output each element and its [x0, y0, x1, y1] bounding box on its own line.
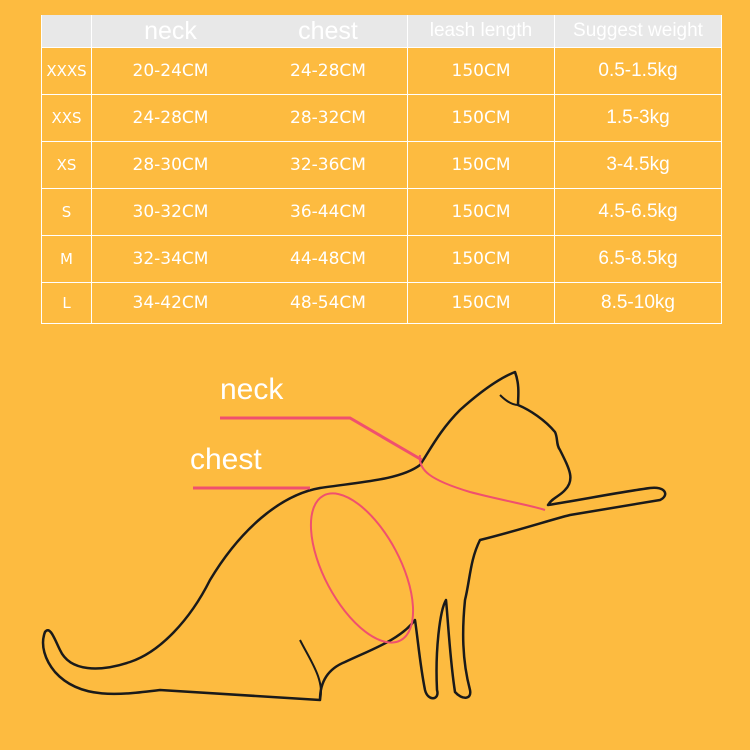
chest-label: chest	[190, 443, 262, 476]
cell-chest: 32-36CM	[249, 141, 408, 189]
table-row: XS 28-30CM 32-36CM 150CM 3-4.5kg	[41, 141, 722, 189]
header-suggest-weight: Suggest weight	[554, 15, 722, 48]
cell-neck: 30-32CM	[91, 188, 249, 236]
cell-neck: 20-24CM	[91, 47, 249, 95]
cell-size: XXXS	[41, 47, 92, 95]
chest-strap	[309, 492, 415, 644]
neck-label: neck	[220, 373, 284, 406]
cell-suggest-weight: 8.5-10kg	[554, 282, 722, 324]
table-row: XXXS 20-24CM 24-28CM 150CM 0.5-1.5kg	[41, 47, 722, 95]
header-size	[41, 15, 92, 48]
cell-size: S	[41, 188, 92, 236]
header-leash-length: leash length	[407, 15, 555, 48]
cell-chest: 28-32CM	[249, 94, 408, 142]
cell-leash-length: 150CM	[407, 47, 555, 95]
cell-suggest-weight: 3-4.5kg	[554, 141, 722, 189]
header-neck: neck	[91, 15, 249, 48]
cell-leash-length: 150CM	[407, 188, 555, 236]
cell-size: M	[41, 235, 92, 283]
cat-ear-line	[499, 394, 519, 406]
cell-leash-length: 150CM	[407, 141, 555, 189]
cell-size: XXS	[41, 94, 92, 142]
cell-size: L	[41, 282, 92, 324]
cell-chest: 44-48CM	[249, 235, 408, 283]
cell-chest: 24-28CM	[249, 47, 408, 95]
neck-pointer-line	[220, 416, 423, 462]
cell-leash-length: 150CM	[407, 94, 555, 142]
cell-suggest-weight: 1.5-3kg	[554, 94, 722, 142]
cell-neck: 34-42CM	[91, 282, 249, 324]
cat-outline	[41, 370, 667, 702]
cell-suggest-weight: 6.5-8.5kg	[554, 235, 722, 283]
table-row: XXS 24-28CM 28-32CM 150CM 1.5-3kg	[41, 94, 722, 142]
cell-size: XS	[41, 141, 92, 189]
neck-strap	[418, 454, 546, 511]
header-chest: chest	[249, 15, 408, 48]
cell-leash-length: 150CM	[407, 235, 555, 283]
cell-chest: 48-54CM	[249, 282, 408, 324]
cell-neck: 32-34CM	[91, 235, 249, 283]
table-row: M 32-34CM 44-48CM 150CM 6.5-8.5kg	[41, 235, 722, 283]
cell-neck: 28-30CM	[91, 141, 249, 189]
table-row: S 30-32CM 36-44CM 150CM 4.5-6.5kg	[41, 188, 722, 236]
size-table: neck chest leash length Suggest weight X…	[41, 15, 722, 324]
cell-neck: 24-28CM	[91, 94, 249, 142]
table-row: L 34-42CM 48-54CM 150CM 8.5-10kg	[41, 282, 722, 324]
cat-hind-leg-line	[299, 639, 322, 701]
table-header-row: neck chest leash length Suggest weight	[41, 15, 722, 48]
cell-chest: 36-44CM	[249, 188, 408, 236]
cell-suggest-weight: 0.5-1.5kg	[554, 47, 722, 95]
cell-leash-length: 150CM	[407, 282, 555, 324]
cell-suggest-weight: 4.5-6.5kg	[554, 188, 722, 236]
